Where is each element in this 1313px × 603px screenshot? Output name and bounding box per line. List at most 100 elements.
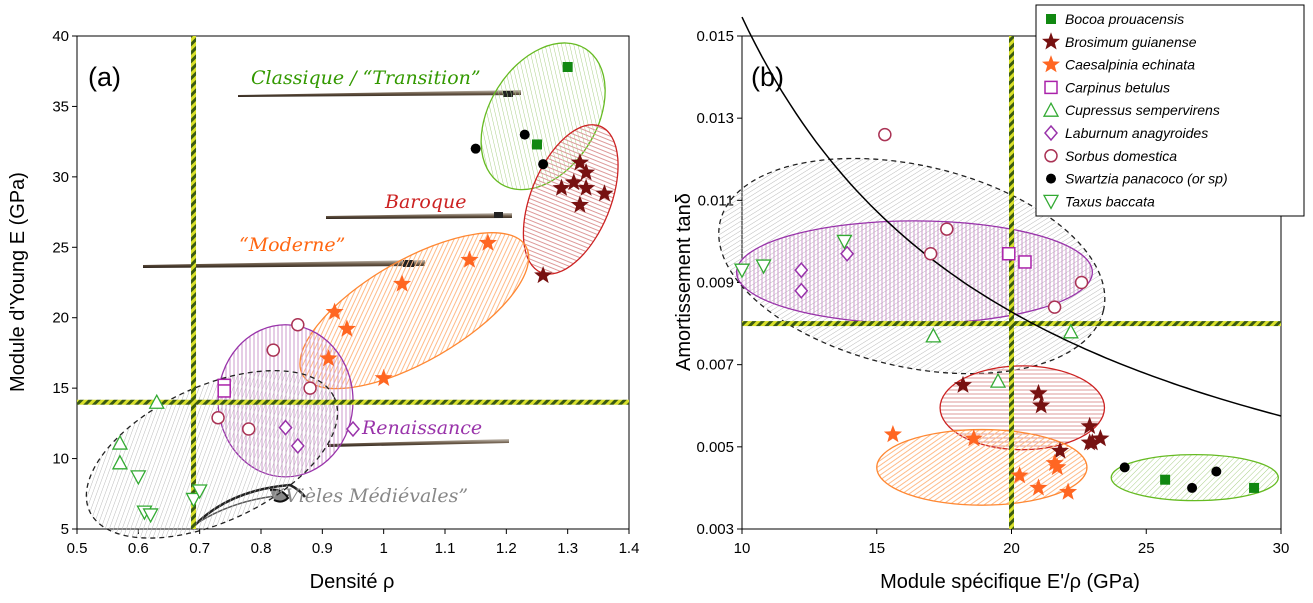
legend-marker-carpinus-betulus bbox=[1044, 80, 1058, 95]
legend-marker-cupressus-sempervirens bbox=[1042, 101, 1060, 117]
panel-a-point-taxus-baccata bbox=[191, 484, 208, 500]
panel-a-point-brosimum-guianense bbox=[577, 178, 596, 196]
panel-a-point-sorbus-domestica bbox=[241, 422, 256, 436]
panel-b-x-tick-label: 20 bbox=[1003, 540, 1020, 557]
panel-b-point-caesalpinia-echinata bbox=[1045, 453, 1064, 471]
panel-b-point-brosimum-guianense bbox=[1083, 433, 1102, 451]
panel-a-point-taxus-baccata bbox=[130, 470, 147, 486]
panel-a-x-axis-label: Densité ρ bbox=[310, 571, 395, 593]
legend-label-bocoa-prouacensis: Bocoa prouacensis bbox=[1065, 11, 1184, 27]
panel-a-point-brosimum-guianense bbox=[564, 173, 583, 191]
panel-a-group-ellipse bbox=[85, 369, 339, 539]
panel-b-point-taxus-baccata bbox=[733, 263, 751, 279]
panel-a-y-tick-label: 30 bbox=[52, 169, 69, 186]
era-label-renaissance: Renaissance bbox=[361, 417, 482, 439]
panel-a-point-brosimum-guianense bbox=[534, 266, 553, 284]
bow-illustration-classique bbox=[238, 90, 521, 97]
legend-marker-swartzia-panacoco-or-sp bbox=[1046, 173, 1056, 184]
panel-b-point-carpinus-betulus bbox=[1018, 255, 1032, 269]
panel-b-point-brosimum-guianense bbox=[954, 375, 972, 393]
panel-a-point-brosimum-guianense bbox=[552, 178, 571, 196]
panel-a-x-tick-label: 1 bbox=[379, 540, 387, 557]
panel-b-point-cupressus-sempervirens bbox=[925, 327, 942, 343]
panel-a-point-swartzia-panacoco-or-sp bbox=[519, 129, 530, 140]
panel-b-point-carpinus-betulus bbox=[1002, 246, 1016, 261]
legend-box bbox=[1035, 4, 1305, 217]
era-label-moderne: “Moderne” bbox=[239, 234, 345, 256]
panel-b-point-laburnum-anagyroides bbox=[840, 245, 855, 262]
panel-b-point-swartzia-panacoco-or-sp bbox=[1211, 466, 1222, 477]
panel-b-x-tick-label: 15 bbox=[868, 540, 885, 557]
legend-label-taxus-baccata: Taxus baccata bbox=[1065, 193, 1155, 209]
panel-a-threshold-vertical bbox=[191, 36, 197, 529]
panel-a-point-cupressus-sempervirens bbox=[148, 393, 165, 409]
panel-b-y-tick-label: 0.011 bbox=[698, 192, 734, 209]
panel-b-point-caesalpinia-echinata bbox=[883, 425, 902, 443]
panel-a-y-tick-label: 40 bbox=[52, 28, 69, 45]
panel-b-x-tick-label: 25 bbox=[1138, 540, 1155, 557]
panel-b-point-taxus-baccata bbox=[755, 259, 772, 275]
panel-a-point-swartzia-panacoco-or-sp bbox=[470, 143, 481, 154]
panel-a-y-tick-label: 10 bbox=[52, 451, 69, 468]
panel-a-point-taxus-baccata bbox=[185, 492, 202, 508]
legend-label-brosimum-guianense: Brosimum guianense bbox=[1065, 34, 1197, 50]
panel-b-point-brosimum-guianense bbox=[1080, 416, 1099, 434]
panel-a-point-caesalpinia-echinata bbox=[393, 274, 412, 292]
panel-a-point-brosimum-guianense bbox=[577, 163, 596, 181]
panel-b-point-brosimum-guianense bbox=[1051, 441, 1069, 459]
panel-b-point-cupressus-sempervirens bbox=[1062, 323, 1079, 339]
panel-a-threshold-horizontal bbox=[77, 399, 629, 405]
panel-a-point-cupressus-sempervirens bbox=[111, 434, 129, 450]
legend-marker-sorbus-domestica bbox=[1044, 149, 1058, 163]
panel-a-point-sorbus-domestica bbox=[211, 410, 225, 425]
panel-b-fit-curve bbox=[741, 16, 1282, 417]
bow-illustration-baroque bbox=[326, 212, 512, 219]
legend-label-laburnum-anagyroides: Laburnum anagyroides bbox=[1065, 125, 1208, 141]
legend-marker-bocoa-prouacensis bbox=[1046, 14, 1056, 24]
legend-label-sorbus-domestica: Sorbus domestica bbox=[1065, 148, 1177, 164]
panel-b-point-swartzia-panacoco-or-sp bbox=[1119, 462, 1130, 473]
panel-a-y-tick-label: 20 bbox=[52, 310, 69, 327]
panel-b-point-taxus-baccata bbox=[836, 234, 853, 250]
bow-illustration-moderne bbox=[143, 260, 425, 268]
legend: Bocoa prouacensis Brosimum guianense Caesa… bbox=[1035, 4, 1305, 217]
panel-a-point-caesalpinia-echinata bbox=[319, 349, 338, 367]
panel-a-x-tick-label: 0.6 bbox=[128, 540, 149, 557]
era-label-medieval: “Vièles Médiévales” bbox=[275, 485, 468, 507]
panel-a-point-carpinus-betulus bbox=[217, 384, 231, 398]
legend-marker-brosimum-guianense bbox=[1042, 32, 1060, 50]
panel-a-y-tick-label: 15 bbox=[52, 380, 69, 397]
legend-marker-caesalpinia-echinata bbox=[1042, 55, 1060, 73]
panel-b-point-bocoa-prouacensis bbox=[1249, 482, 1260, 493]
panel-a-point-laburnum-anagyroides bbox=[278, 419, 293, 436]
legend-label-caesalpinia-echinata: Caesalpinia echinata bbox=[1065, 57, 1195, 73]
panel-b-point-caesalpinia-echinata bbox=[1059, 482, 1078, 500]
panel-a-x-tick-label: 0.9 bbox=[312, 540, 333, 557]
panel-b-point-sorbus-domestica bbox=[1047, 300, 1062, 314]
panel-a-point-caesalpinia-echinata bbox=[337, 319, 356, 337]
panel-a-y-tick-label: 5 bbox=[61, 521, 69, 538]
panel-b-point-sorbus-domestica bbox=[878, 127, 892, 142]
panel-b-y-tick-label: 0.009 bbox=[696, 275, 734, 292]
panel-a-point-brosimum-guianense bbox=[595, 184, 614, 202]
panel-b-x-tick-label: 10 bbox=[734, 540, 751, 557]
panel-a-point-brosimum-guianense bbox=[570, 153, 589, 171]
panel-b-y-tick-label: 0.005 bbox=[696, 439, 734, 456]
panel-b-x-tick-label: 30 bbox=[1273, 540, 1290, 557]
panel-b-point-brosimum-guianense bbox=[1032, 396, 1051, 414]
panel-a-point-caesalpinia-echinata bbox=[374, 368, 393, 386]
panel-a-point-caesalpinia-echinata bbox=[460, 250, 479, 268]
panel-a-point-caesalpinia-echinata bbox=[325, 302, 344, 320]
panel-a-point-bocoa-prouacensis bbox=[532, 139, 542, 150]
panel-b-point-laburnum-anagyroides bbox=[794, 262, 809, 279]
panel-b-x-axis-label: Module spécifique E'/ρ (GPa) bbox=[880, 571, 1140, 593]
panel-b-point-sorbus-domestica bbox=[940, 222, 954, 236]
panel-b-point-bocoa-prouacensis bbox=[1160, 474, 1171, 485]
legend-marker-taxus-baccata bbox=[1042, 194, 1060, 210]
panel-b-group-ellipse bbox=[1110, 453, 1279, 502]
panel-a-y-tick-label: 35 bbox=[52, 98, 69, 115]
panel-a-plot-area bbox=[76, 35, 630, 530]
panel-a-x-tick-label: 0.5 bbox=[67, 540, 88, 557]
panel-b-point-swartzia-panacoco-or-sp bbox=[1187, 482, 1198, 493]
era-label-classique: Classique / “Transition” bbox=[251, 67, 481, 89]
